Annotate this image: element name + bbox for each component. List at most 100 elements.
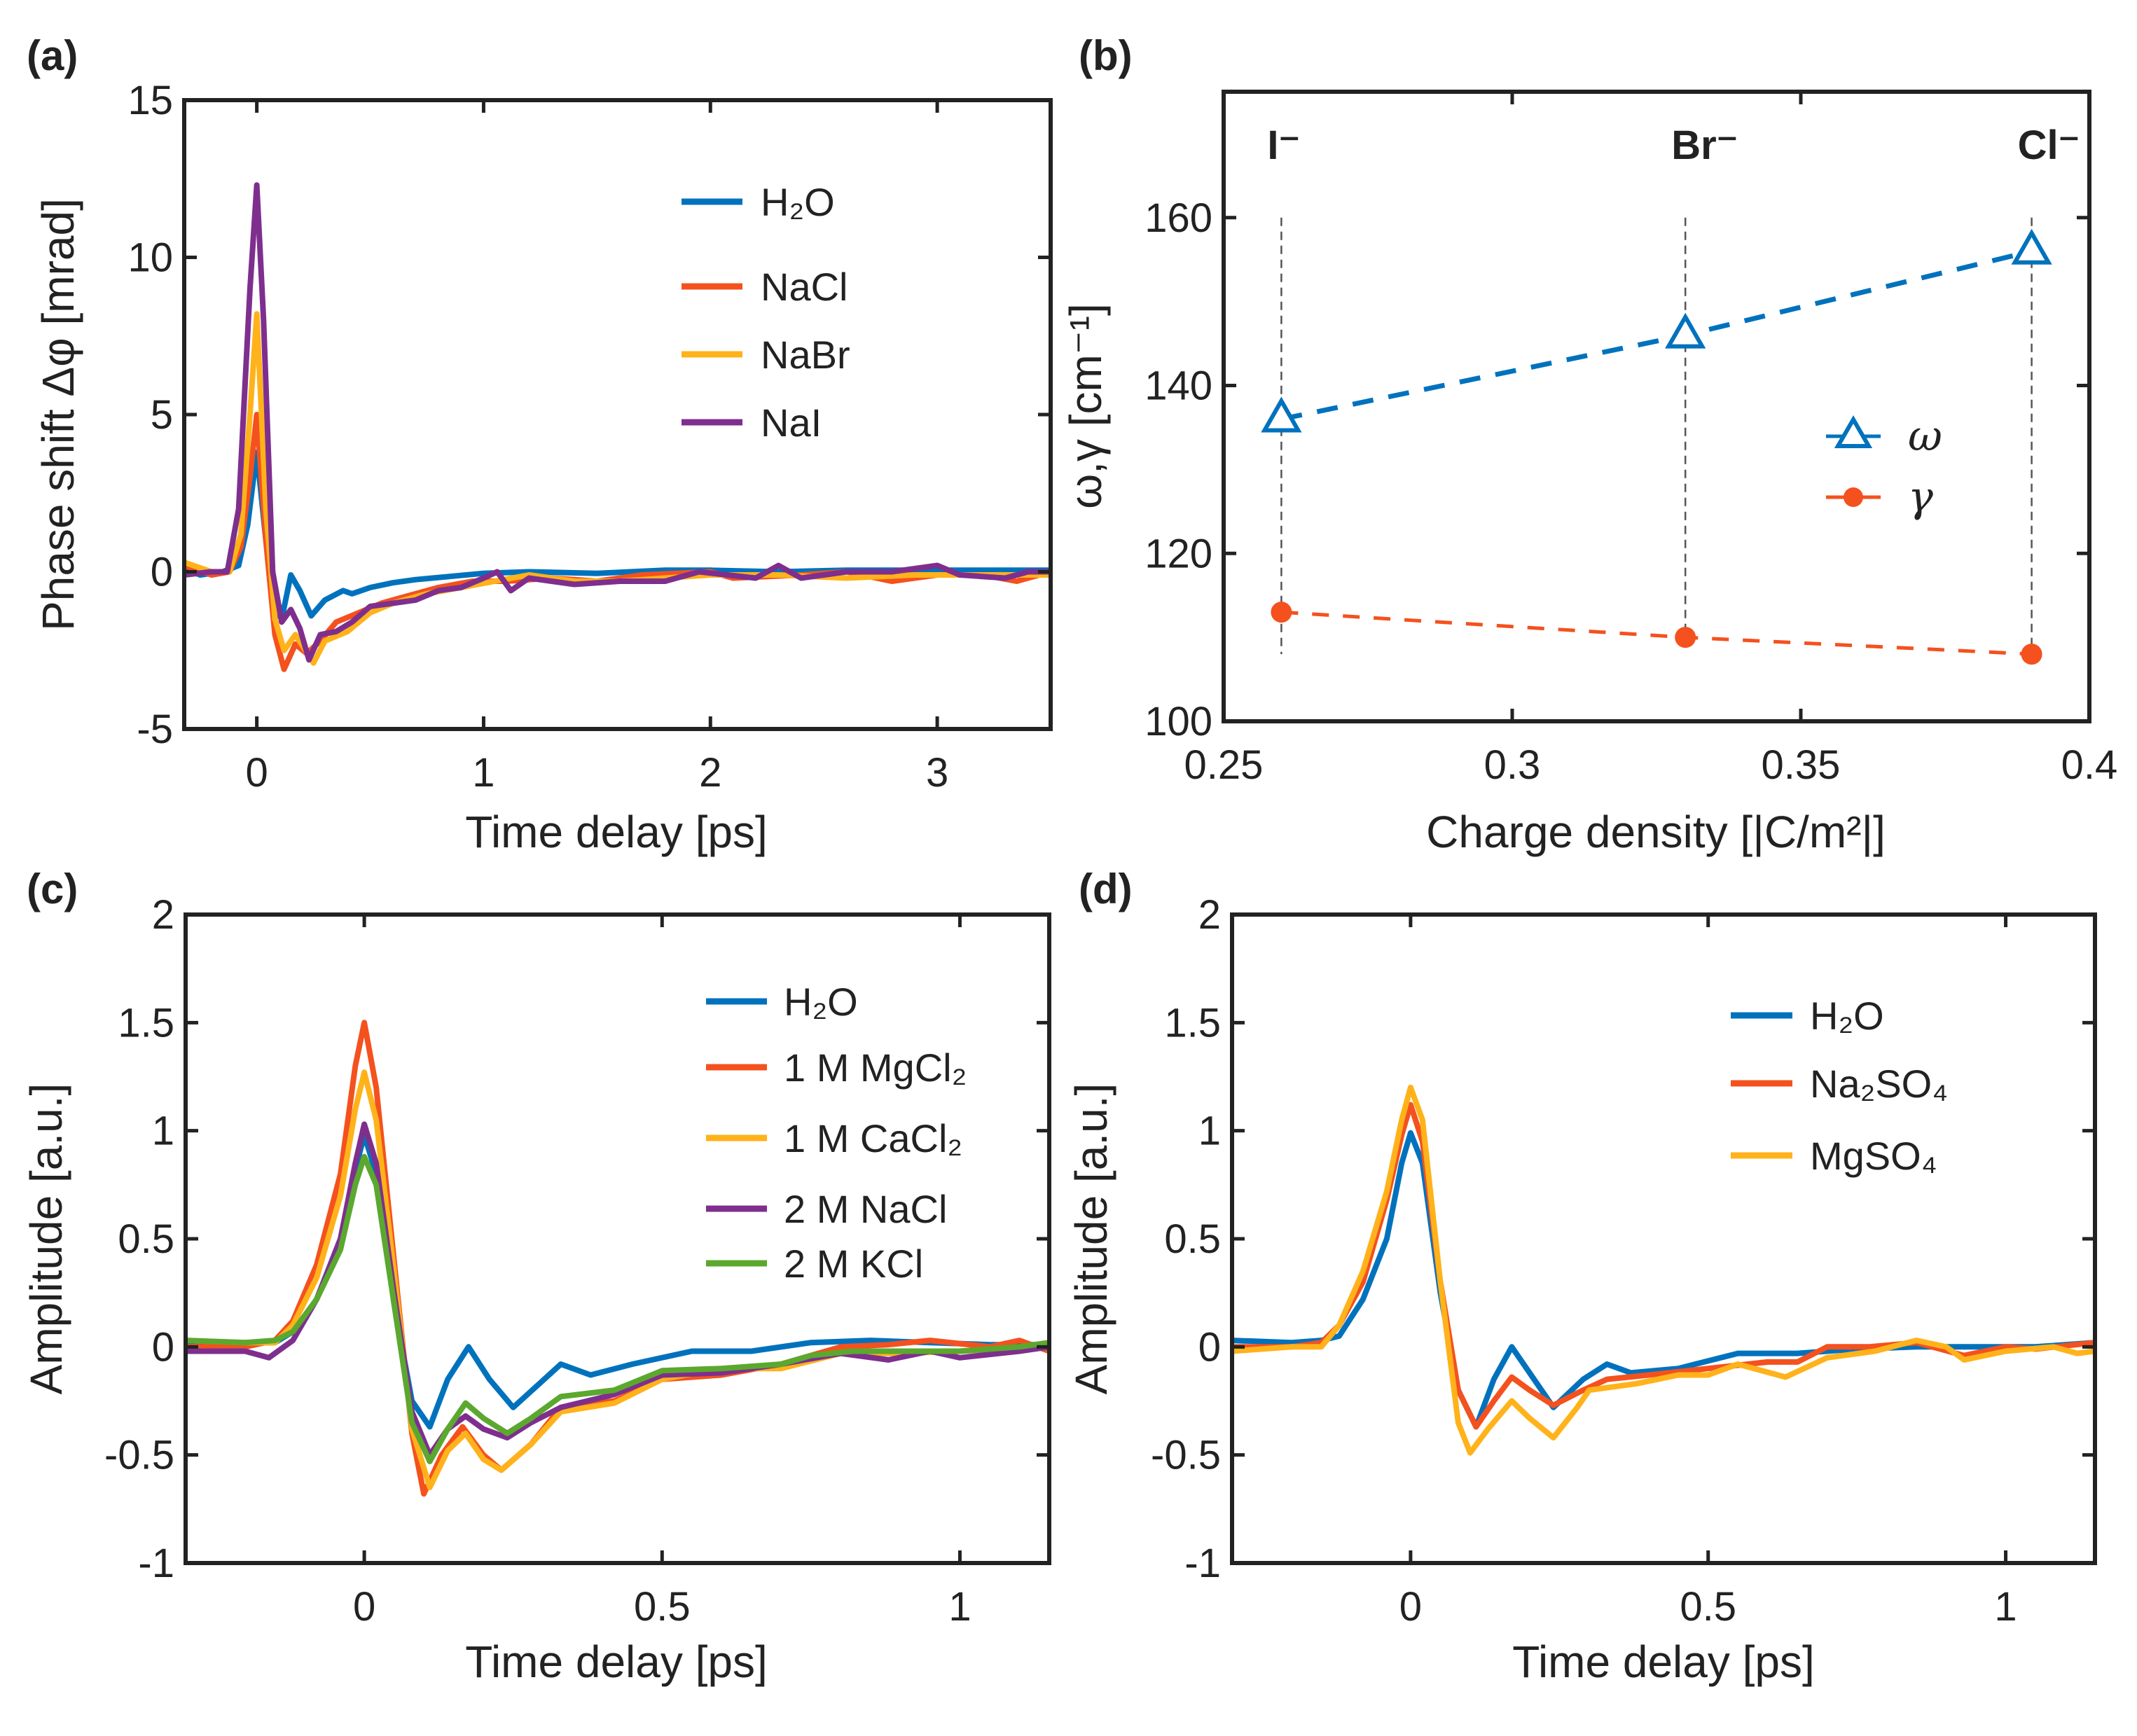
legend-label: H₂O xyxy=(1810,994,1884,1038)
y-tick-label: 160 xyxy=(1144,195,1212,241)
panel-label: (c) xyxy=(27,866,78,912)
panel-label: (b) xyxy=(1079,32,1133,79)
data-point-circle xyxy=(1675,627,1696,648)
y-tick-label: 5 xyxy=(151,392,173,438)
y-tick-label: -0.5 xyxy=(1151,1433,1221,1478)
legend-label: 1 M CaCl₂ xyxy=(784,1116,962,1160)
x-tick-label: 1 xyxy=(1994,1584,2017,1630)
y-tick-label: 140 xyxy=(1144,363,1212,409)
legend-label: H₂O xyxy=(761,180,835,224)
y-tick-label: 0 xyxy=(151,550,173,595)
x-tick-label: 0.5 xyxy=(634,1584,691,1630)
series-line-3 xyxy=(186,1121,1049,1458)
y-tick-label: 2 xyxy=(1198,892,1221,938)
y-tick-label: 0 xyxy=(152,1324,174,1370)
y-tick-label: 15 xyxy=(127,78,173,123)
legend-label: ω xyxy=(1908,412,1942,461)
y-tick-label: 1 xyxy=(1198,1109,1221,1154)
y-tick-label: 0.5 xyxy=(1164,1216,1221,1262)
legend: ωγ xyxy=(1826,412,1942,522)
legend-label: γ xyxy=(1908,473,1933,522)
ion-label: Br⁻ xyxy=(1671,123,1738,168)
ion-label: Cl⁻ xyxy=(2018,123,2080,168)
y-tick-label: -1 xyxy=(1184,1541,1221,1586)
data-point-triangle xyxy=(1261,396,1302,433)
y-tick-label: 2 xyxy=(152,892,174,938)
x-tick-label: 0.4 xyxy=(2061,742,2118,788)
x-tick-label: 3 xyxy=(926,750,948,796)
y-tick-label: 100 xyxy=(1144,699,1212,744)
x-axis-label: Time delay [ps] xyxy=(465,807,768,857)
y-axis-label: Amplitude [a.u.] xyxy=(21,1083,71,1395)
series-line-1 xyxy=(1281,610,2032,656)
series-line-3 xyxy=(184,182,1051,663)
x-tick-label: 0 xyxy=(245,750,268,796)
legend-marker-triangle xyxy=(1834,415,1873,448)
axes-box xyxy=(184,912,1051,1565)
ion-label: I⁻ xyxy=(1267,123,1300,168)
x-axis-label: Time delay [ps] xyxy=(1512,1637,1815,1687)
y-axis-label: Amplitude [a.u.] xyxy=(1066,1083,1116,1395)
data-point-triangle xyxy=(2011,228,2052,265)
y-tick-label: 1.5 xyxy=(1164,1000,1221,1046)
y-axis-label: ω,γ [cm⁻¹] xyxy=(1060,303,1111,509)
x-tick-label: 0.3 xyxy=(1484,742,1541,788)
y-tick-label: 0.5 xyxy=(118,1216,174,1262)
legend-marker-circle xyxy=(1844,487,1863,507)
legend-label: Na₂SO₄ xyxy=(1810,1062,1948,1106)
axes-box xyxy=(1222,90,2091,723)
legend-label: H₂O xyxy=(784,980,858,1024)
y-tick-label: 120 xyxy=(1144,531,1212,576)
legend-label: NaCl xyxy=(761,265,848,309)
y-tick-label: 10 xyxy=(127,235,173,281)
legend-label: NaBr xyxy=(761,333,850,377)
y-tick-label: -0.5 xyxy=(104,1433,174,1478)
series-group xyxy=(186,1020,1049,1497)
legend-label: 1 M MgCl₂ xyxy=(784,1046,967,1090)
x-axis-label: Charge density [|C/m²|] xyxy=(1426,807,1886,857)
x-axis-label: Time delay [ps] xyxy=(465,1637,768,1687)
legend: H₂O NaCl NaBr NaI xyxy=(682,180,850,445)
x-tick-label: 1 xyxy=(948,1584,971,1630)
y-tick-label: 1.5 xyxy=(118,1000,174,1046)
panel-label: (a) xyxy=(27,32,78,79)
y-tick-label: -5 xyxy=(137,707,173,752)
legend-label: NaI xyxy=(761,401,822,445)
series-line-1 xyxy=(184,412,1051,672)
y-axis-label: Phase shift Δφ [mrad] xyxy=(33,198,83,631)
legend: H₂O 1 M MgCl₂ 1 M CaCl₂ 2 M NaCl 2 M KCl xyxy=(706,980,967,1286)
series-line-0 xyxy=(184,449,1051,622)
panel-b: (b) I⁻ Br⁻ Cl⁻ 0.25 0.3 0.35 0.4 100 120 140 160 Cha… xyxy=(1060,32,2117,857)
series-line-4 xyxy=(186,1153,1049,1464)
legend-label: MgSO₄ xyxy=(1810,1134,1937,1178)
series-line-2 xyxy=(186,1069,1049,1490)
data-point-triangle xyxy=(1665,312,1706,349)
series-line-0 xyxy=(1280,249,2033,422)
series-line-2 xyxy=(1232,1084,2095,1456)
panel-d: (d) 0 0.5 1 -1 -0.5 0 0.5 1 1.5 2 Time delay [ps] Am… xyxy=(1066,866,2097,1687)
data-point-circle xyxy=(2021,644,2042,665)
x-tick-label: 0.25 xyxy=(1184,742,1264,788)
series-group xyxy=(184,182,1051,672)
panel-c: (c) 0 0.5 1 -1 -0.5 0 0.5 1 1.5 2 Time delay [ps] Am… xyxy=(21,866,1051,1687)
x-tick-label: 0 xyxy=(1399,1584,1422,1630)
data-point-circle xyxy=(1271,602,1292,623)
x-tick-label: 0.35 xyxy=(1762,742,1841,788)
panel-a: (a) 0 1 2 3 -5 0 5 10 15 Time delay [ps] Phase shif… xyxy=(27,32,1053,857)
x-tick-label: 1 xyxy=(472,750,495,796)
panel-label: (d) xyxy=(1079,866,1133,912)
y-tick-label: 1 xyxy=(152,1109,174,1154)
legend-label: 2 M KCl xyxy=(784,1242,923,1286)
axes-box xyxy=(1230,912,2097,1565)
legend-label: 2 M NaCl xyxy=(784,1187,947,1231)
axes-box xyxy=(182,98,1053,731)
x-tick-label: 2 xyxy=(699,750,721,796)
y-tick-label: 0 xyxy=(1198,1324,1221,1370)
x-tick-label: 0.5 xyxy=(1680,1584,1736,1630)
series-group xyxy=(1261,228,2052,665)
series-group xyxy=(1232,1084,2095,1456)
x-tick-label: 0 xyxy=(353,1584,375,1630)
legend: H₂O Na₂SO₄ MgSO₄ xyxy=(1731,994,1948,1178)
series-line-0 xyxy=(1232,1130,2095,1430)
